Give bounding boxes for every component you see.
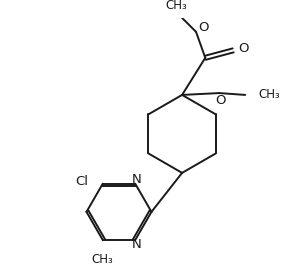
Text: Cl: Cl — [75, 176, 88, 188]
Text: N: N — [131, 238, 141, 251]
Text: CH₃: CH₃ — [258, 88, 280, 102]
Text: CH₃: CH₃ — [166, 0, 187, 12]
Text: N: N — [131, 173, 141, 185]
Text: O: O — [238, 42, 248, 55]
Text: O: O — [198, 21, 209, 34]
Text: O: O — [215, 94, 225, 107]
Text: CH₃: CH₃ — [92, 253, 114, 266]
